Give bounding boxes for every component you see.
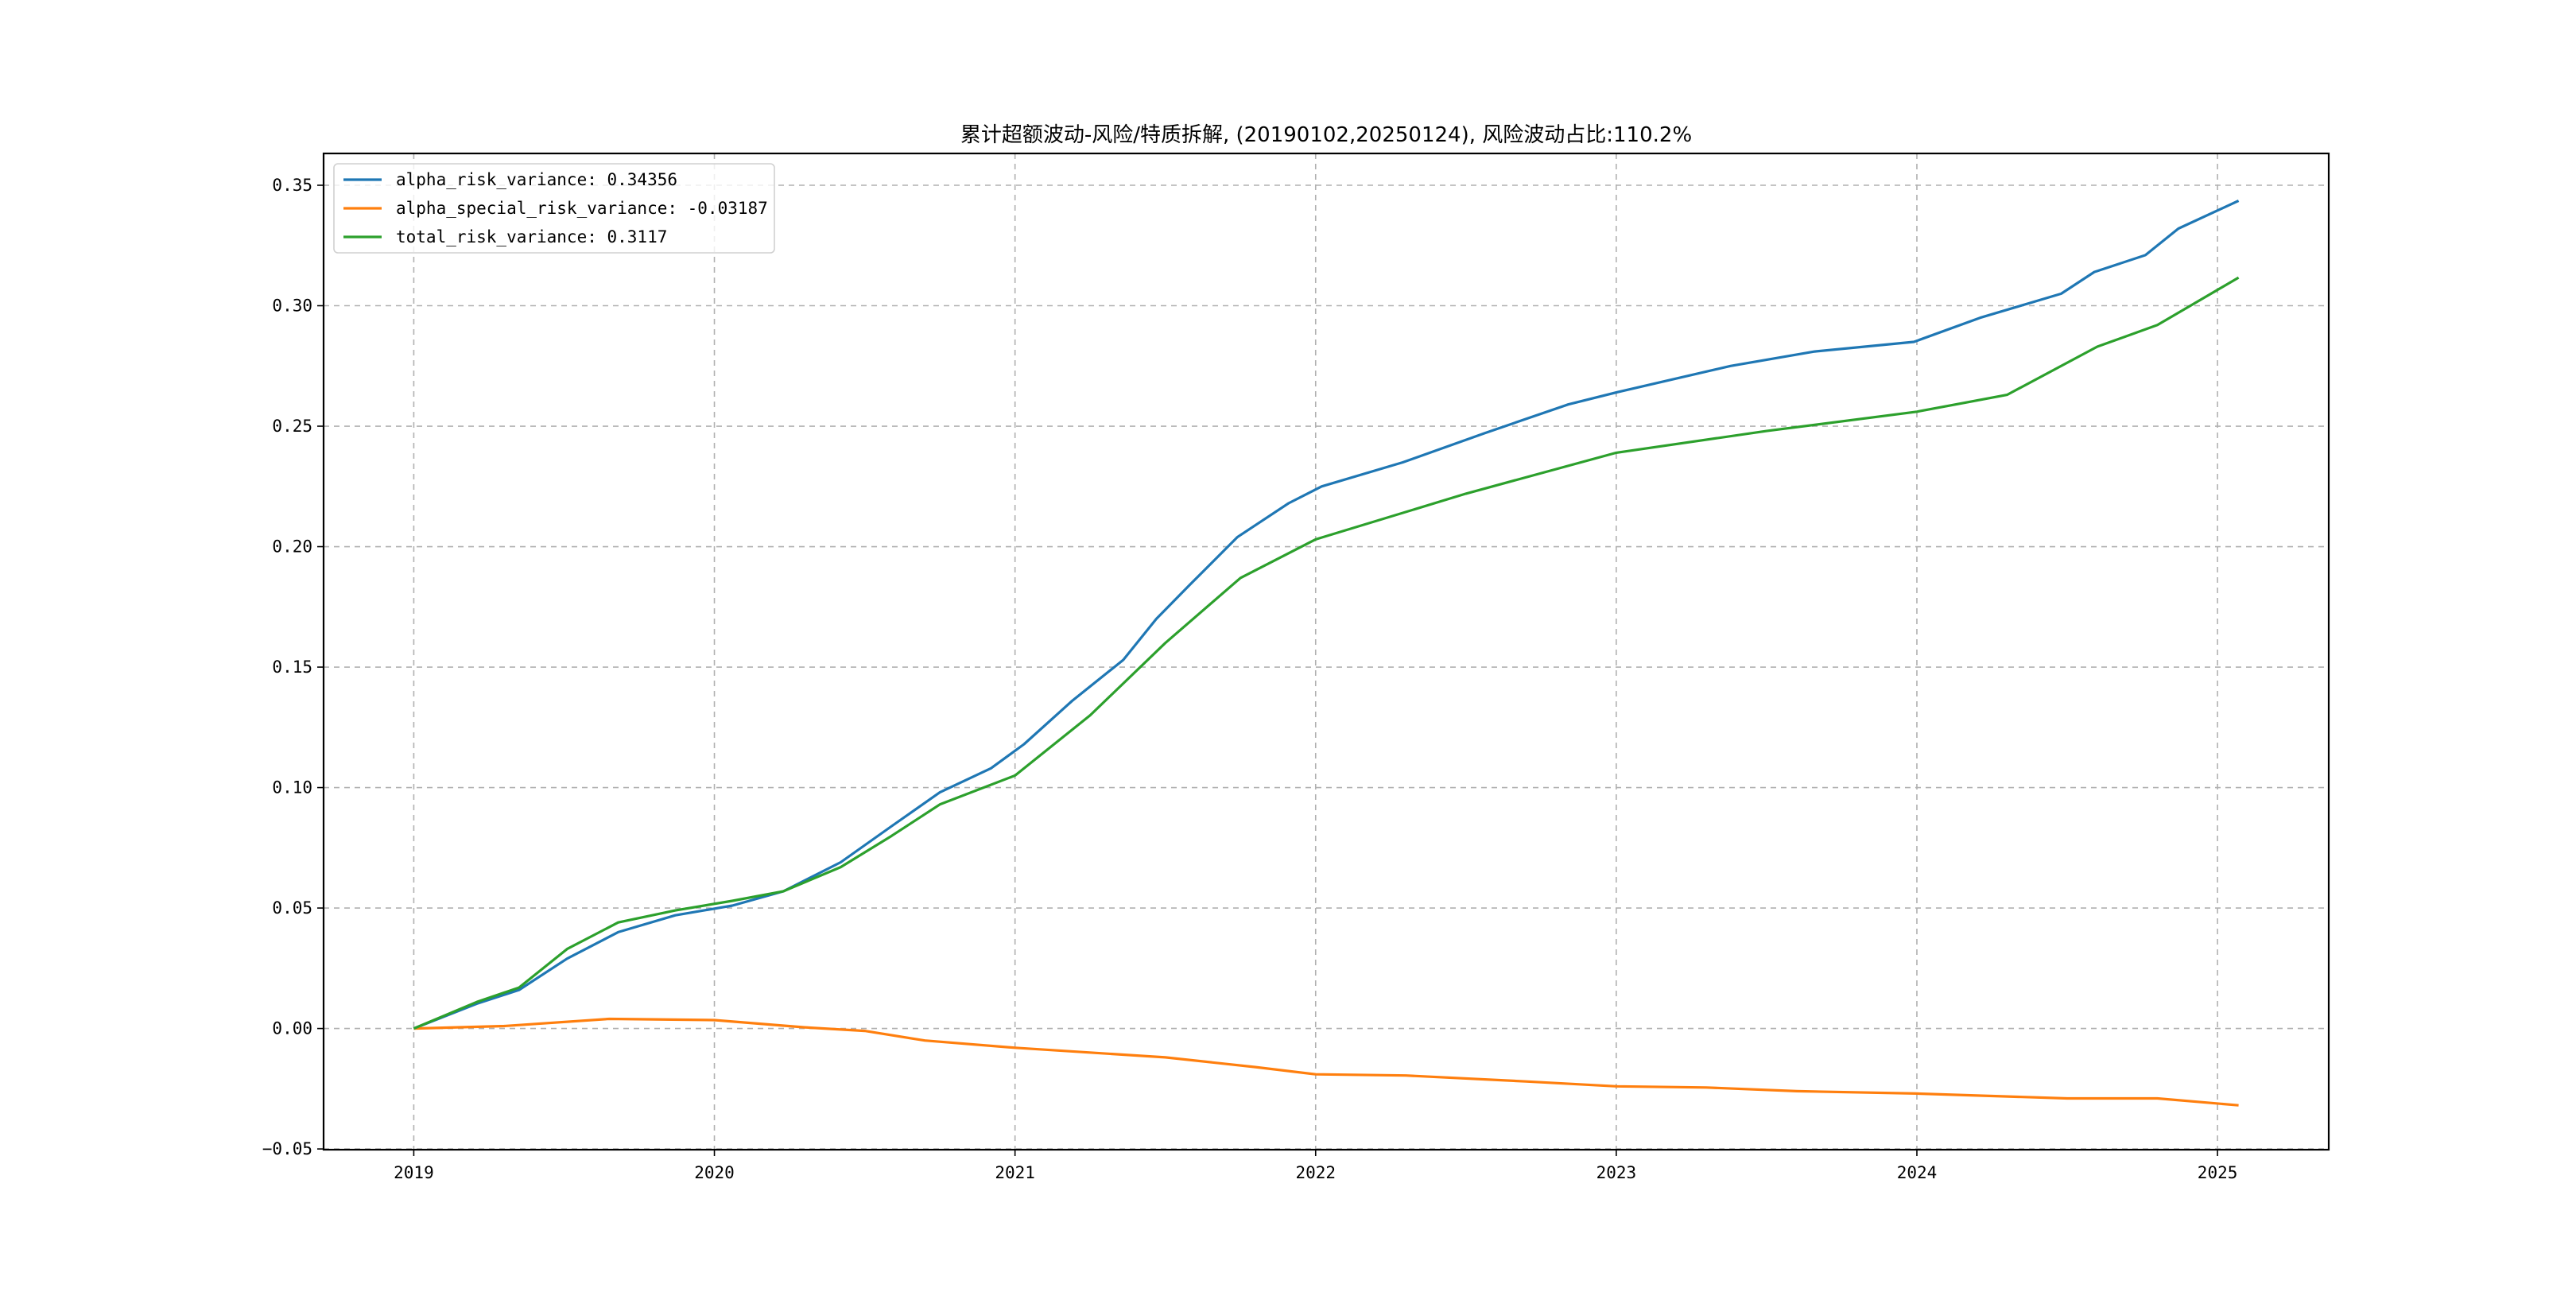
x-tick-label: 2020 <box>694 1163 735 1182</box>
y-tick-label: 0.20 <box>272 537 312 557</box>
x-tick-label: 2021 <box>995 1163 1035 1182</box>
series-line-alpha-risk-variance <box>413 200 2240 1030</box>
series-line-total-risk-variance <box>413 276 2240 1030</box>
legend-label-total-risk-variance: total_risk_variance: 0.3117 <box>396 227 667 246</box>
y-tick-label: 0.05 <box>272 898 312 918</box>
plot-frame <box>322 152 2330 1151</box>
x-tick-label: 2019 <box>394 1163 434 1182</box>
legend-label-alpha-special-risk-variance: alpha_special_risk_variance: -0.03187 <box>396 199 768 218</box>
legend-box <box>333 163 775 254</box>
chart-title: 累计超额波动-风险/特质拆解, (20190102,20250124), 风险波… <box>960 123 1692 147</box>
x-tick-label: 2025 <box>2198 1163 2238 1182</box>
legend-label-alpha-risk-variance: alpha_risk_variance: 0.34356 <box>396 170 677 189</box>
y-tick-label: 0.15 <box>272 658 312 677</box>
y-tick-label: 0.30 <box>272 297 312 316</box>
y-tick-label: 0.10 <box>272 778 312 797</box>
legend: alpha_risk_variance: 0.34356 alpha_specia… <box>333 163 775 254</box>
y-tick-label: 0.25 <box>272 417 312 436</box>
y-tick-label: 0.35 <box>272 176 312 195</box>
series-line-alpha-special-risk-variance <box>413 1017 2239 1107</box>
x-tick-label: 2024 <box>1897 1163 1938 1182</box>
axis-ticks: 2019 2020 2021 2022 2023 2024 2025 −0.05 0.00 0.0… <box>262 176 2238 1182</box>
series-lines <box>413 200 2240 1107</box>
y-tick-label: −0.05 <box>262 1139 312 1158</box>
x-tick-label: 2023 <box>1596 1163 1637 1182</box>
y-tick-label: 0.00 <box>272 1019 312 1038</box>
x-tick-label: 2022 <box>1295 1163 1336 1182</box>
